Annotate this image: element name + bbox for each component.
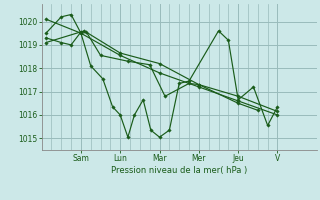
X-axis label: Pression niveau de la mer( hPa ): Pression niveau de la mer( hPa ) bbox=[111, 166, 247, 175]
